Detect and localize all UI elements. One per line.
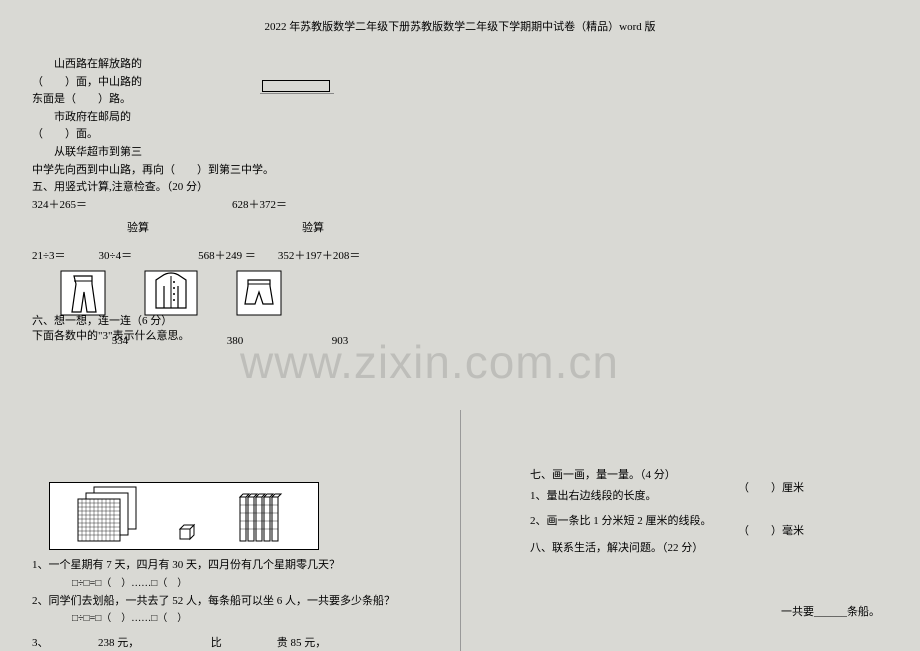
direction-q-l3: 东面是（ ）路。 [32, 91, 462, 109]
jacket-icon [144, 270, 198, 316]
section-8-title: 八、联系生活，解决问题。（22 分） [530, 538, 890, 559]
left-column: 山西路在解放路的 （ ）面，中山路的 东面是（ ）路。 市政府在邮局的 （ ）面… [32, 56, 462, 266]
direction-q-l7: 中学先向西到中山路，再向（ ）到第三中学。 [32, 162, 462, 180]
calc-1b: 628＋372＝ [232, 197, 287, 215]
right-column: 七、画一画，量一量。（4 分） 1、量出右边线段的长度。 2、画一条比 1 分米… [530, 465, 890, 559]
unit-blanks: （ ）厘米 （ ）毫米 [738, 467, 804, 553]
ten-rods-icon [240, 494, 281, 541]
scale-underline-icon [260, 93, 334, 94]
blocks-illustration [49, 482, 319, 550]
shorts-icon [236, 270, 282, 316]
pants-icon [60, 270, 106, 316]
cube-icon [180, 525, 194, 539]
calc-row-2: 21÷3＝ 30÷4＝ 568＋249 ＝ 352＋197＋208＝ [32, 248, 462, 266]
unit-cm: （ ）厘米 [738, 467, 804, 510]
q8-3: 3、 238 元， 比 贵 85 元， [32, 634, 462, 650]
q8-2: 2、同学们去划船，一共去了 52 人，每条船可以坐 6 人，一共要多少条船？ [32, 592, 452, 611]
q8-2-formula: □÷□=□（ ）……□（ ） [32, 610, 452, 627]
boat-answer-text: 一共要______条船。 [781, 606, 880, 618]
direction-q-l1: 山西路在解放路的 [32, 56, 462, 74]
check-1: 验算 [127, 220, 302, 238]
q7-1: 1、量出右边线段的长度。 [530, 486, 890, 507]
lower-questions: 1、一个星期有 7 天，四月有 30 天，四月份有几个星期零几天？ □÷□=□（… [32, 556, 452, 627]
q7-2: 2、画一条比 1 分米短 2 厘米的线段。 [530, 511, 890, 532]
direction-q-l5: （ ）面。 [32, 126, 462, 144]
direction-q-l2: （ ）面，中山路的 [32, 74, 462, 92]
direction-q-l6: 从联华超市到第三 [32, 144, 462, 162]
q8-1: 1、一个星期有 7 天，四月有 30 天，四月份有几个星期零几天？ [32, 556, 452, 575]
q8-1-formula: □÷□=□（ ）……□（ ） [32, 575, 452, 592]
calc-1a: 324＋265＝ [32, 197, 232, 215]
check-2: 验算 [302, 220, 324, 238]
unit-mm: （ ）毫米 [738, 510, 804, 553]
hundred-blocks-icon [78, 487, 136, 541]
page-header: 2022 年苏教版数学二年级下册苏教版数学二年级下学期期中试卷（精品）word … [0, 18, 920, 34]
watermark-text: www.zixin.com.cn [240, 335, 619, 389]
clothing-row [60, 270, 282, 316]
direction-q-l4: 市政府在邮局的 [32, 109, 462, 127]
vertical-divider [460, 410, 461, 651]
num-534: 534 [60, 335, 180, 347]
scale-box-icon [262, 80, 330, 92]
section-7-title: 七、画一画，量一量。（4 分） [530, 465, 890, 486]
boat-answer: 一共要______条船。 [781, 603, 880, 619]
section-6-title: 六、想一想，连一连（6 分） [32, 314, 189, 329]
section-5-title: 五、用竖式计算,注意检查。（20 分） [32, 179, 462, 197]
